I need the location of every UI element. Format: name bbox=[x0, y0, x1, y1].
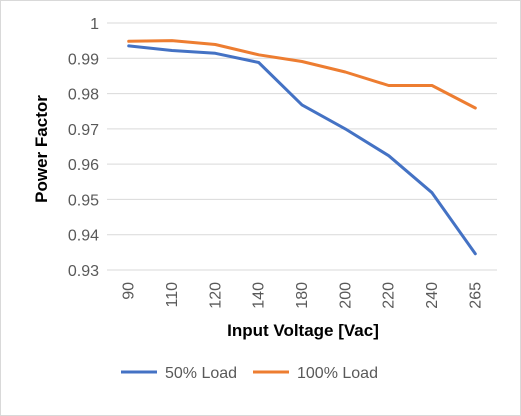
series-line-2 bbox=[127, 39, 477, 110]
x-tick-label: 240 bbox=[424, 282, 441, 309]
x-tick-label: 110 bbox=[164, 282, 181, 308]
x-tick-label: 90 bbox=[121, 282, 138, 300]
x-tick-label: 265 bbox=[467, 282, 484, 309]
series-lines bbox=[127, 39, 477, 256]
gridlines bbox=[107, 22, 497, 236]
x-tick-label: 140 bbox=[251, 282, 268, 309]
x-tick-label: 120 bbox=[207, 282, 224, 309]
y-tick-label: 0.97 bbox=[68, 122, 99, 139]
y-tick-label: 0.94 bbox=[68, 228, 99, 245]
x-tick-labels: 90 110 120 140 180 200 220 240 265 bbox=[121, 282, 485, 309]
legend-label: 100% Load bbox=[297, 365, 378, 382]
x-tick-label: 180 bbox=[294, 282, 311, 309]
y-tick-label: 0.95 bbox=[68, 192, 99, 209]
legend: 50% Load 100% Load bbox=[121, 365, 378, 382]
legend-label: 50% Load bbox=[165, 365, 237, 382]
y-tick-label: 0.93 bbox=[68, 263, 99, 280]
y-tick-label: 1 bbox=[90, 16, 99, 33]
x-tick-label: 200 bbox=[337, 282, 354, 309]
x-axis-title: Input Voltage [Vac] bbox=[227, 321, 379, 340]
y-tick-labels: 0.93 0.94 0.95 0.96 0.97 0.98 0.99 1 bbox=[68, 16, 99, 280]
y-tick-label: 0.98 bbox=[68, 87, 99, 104]
y-axis-title: Power Factor bbox=[32, 95, 51, 203]
y-tick-label: 0.96 bbox=[68, 157, 99, 174]
y-tick-label: 0.99 bbox=[68, 51, 99, 68]
series-line-1 bbox=[127, 44, 477, 256]
x-tick-label: 220 bbox=[381, 282, 398, 309]
